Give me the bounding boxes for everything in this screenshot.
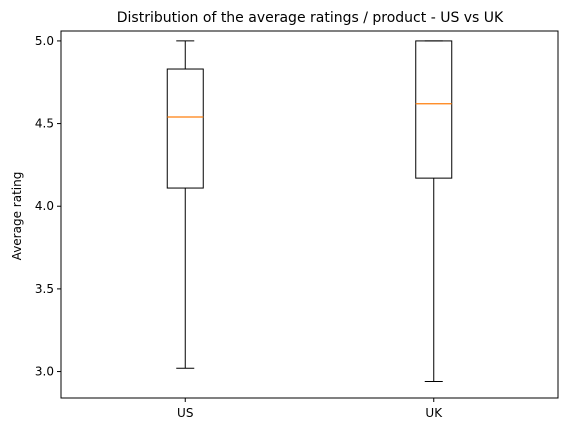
box-us — [166, 40, 204, 369]
y-tick-label: 3.0 — [35, 365, 54, 379]
y-tick-label: 3.5 — [35, 282, 54, 296]
box-uk — [415, 40, 453, 382]
y-tick-label: 4.5 — [35, 117, 54, 131]
x-axis-ticks: US UK — [177, 398, 443, 420]
box-series — [166, 40, 453, 382]
iqr-box — [166, 68, 204, 189]
y-tick-label: 5.0 — [35, 34, 54, 48]
y-axis-ticks: 3.0 3.5 4.0 4.5 5.0 — [35, 34, 61, 379]
y-axis-label: Average rating — [10, 172, 24, 261]
x-tick-label: UK — [425, 406, 443, 420]
y-tick-label: 4.0 — [35, 199, 54, 213]
chart-title: Distribution of the average ratings / pr… — [117, 10, 504, 26]
iqr-box — [415, 40, 453, 179]
plot-area-frame — [60, 30, 559, 399]
x-tick-label: US — [177, 406, 193, 420]
